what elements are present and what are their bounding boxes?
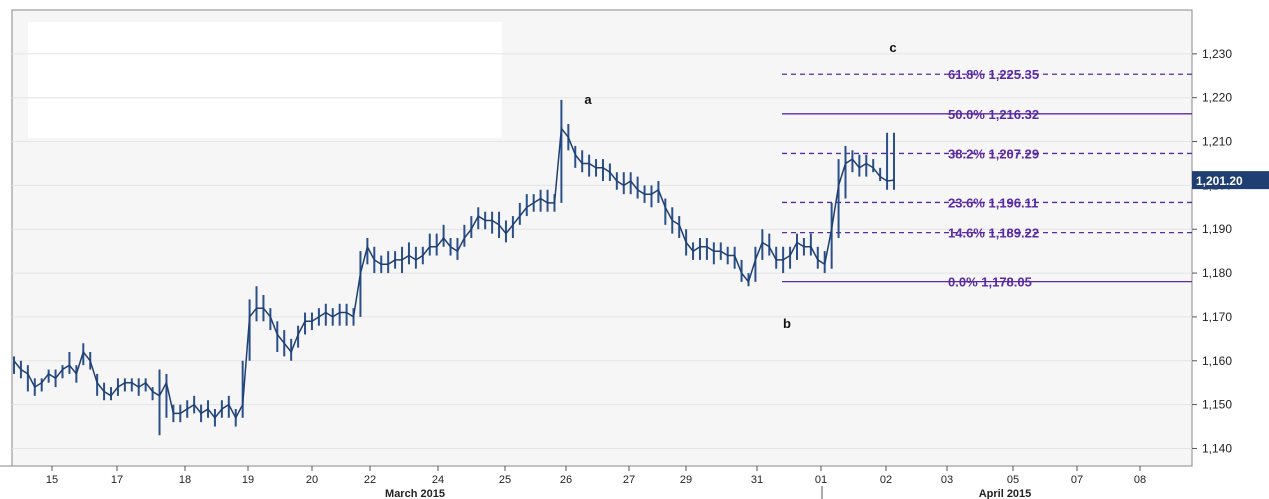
x-tick-label: 03: [941, 474, 953, 486]
wave-label: b: [783, 316, 791, 331]
x-tick-label: 25: [499, 474, 511, 486]
fib-level-label: 61.8% 1,225.35: [948, 67, 1039, 82]
wave-label: c: [889, 40, 896, 55]
y-tick-label: 1,230: [1202, 47, 1232, 61]
price-line: [13, 126, 895, 420]
x-tick-label: 05: [1007, 474, 1019, 486]
month-label: March 2015: [385, 488, 445, 499]
x-axis: 15 17 18 19 20 22 24 25 26 27 29 31 01 02 03 05 07 08 Marc…: [0, 465, 1192, 499]
fib-level-label: 38.2% 1,207.29: [948, 146, 1039, 161]
x-tick-label: 18: [179, 474, 191, 486]
y-tick-label: 1,170: [1202, 310, 1232, 324]
y-tick-label: 1,220: [1202, 91, 1232, 105]
wave-label: a: [584, 92, 592, 107]
fib-level-label: 14.6% 1,189.22: [948, 226, 1039, 241]
y-tick-label: 1,210: [1202, 135, 1232, 149]
x-tick-label: 24: [432, 474, 444, 486]
month-label: April 2015: [979, 488, 1032, 499]
x-tick-label: 02: [880, 474, 892, 486]
current-price-tag: 1,201.20: [1192, 171, 1269, 190]
y-tick-label: 1,180: [1202, 266, 1232, 280]
wave-labels: a b c: [584, 40, 896, 331]
x-tick-label: 20: [306, 474, 318, 486]
fib-level-label: 23.6% 1,196.11: [948, 195, 1038, 210]
x-tick-label: 31: [751, 474, 763, 486]
x-tick-label: 07: [1071, 474, 1083, 486]
x-tick-label: 08: [1134, 474, 1146, 486]
x-tick-label: 01: [815, 474, 827, 486]
price-series: [13, 99, 895, 436]
x-tick-label: 17: [111, 474, 123, 486]
fib-level-label: 0.0% 1,178.05: [948, 275, 1032, 290]
fib-level-label: 50.0% 1,216.32: [948, 107, 1039, 122]
x-tick-label: 26: [560, 474, 572, 486]
x-tick-label: 27: [623, 474, 635, 486]
y-tick-label: 1,150: [1202, 398, 1232, 412]
y-tick-label: 1,190: [1202, 222, 1232, 236]
y-axis: 1,1401,1501,1601,1701,1801,1901,2001,210…: [1192, 47, 1232, 455]
x-tick-label: 29: [680, 474, 692, 486]
fibonacci-retracement: 61.8% 1,225.35 50.0% 1,216.32 38.2% 1,207.…: [782, 67, 1192, 290]
price-tag-label: 1,201.20: [1196, 174, 1243, 188]
blank-overlay-box: [28, 22, 502, 138]
price-tag-box: [1192, 171, 1269, 190]
y-tick-label: 1,160: [1202, 354, 1232, 368]
x-tick-label: 15: [46, 474, 58, 486]
x-tick-label: 19: [242, 474, 254, 486]
y-tick-label: 1,140: [1202, 441, 1232, 455]
x-tick-label: 22: [364, 474, 376, 486]
